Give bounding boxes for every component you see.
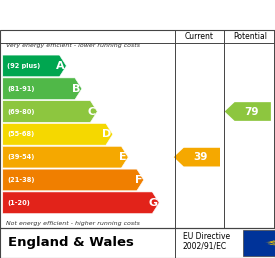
Polygon shape — [272, 239, 275, 241]
Text: Energy Efficiency Rating: Energy Efficiency Rating — [8, 8, 199, 22]
Text: B: B — [72, 84, 81, 94]
Text: England & Wales: England & Wales — [8, 236, 134, 249]
Text: (69-80): (69-80) — [7, 109, 34, 115]
Text: A: A — [56, 61, 65, 71]
Text: Current: Current — [185, 32, 214, 41]
Text: Very energy efficient - lower running costs: Very energy efficient - lower running co… — [6, 43, 139, 48]
Text: 79: 79 — [244, 107, 259, 117]
Polygon shape — [3, 101, 97, 122]
Polygon shape — [3, 192, 159, 214]
Text: D: D — [102, 129, 111, 139]
Text: C: C — [88, 107, 96, 117]
Text: (21-38): (21-38) — [7, 177, 34, 183]
Text: EU Directive
2002/91/EC: EU Directive 2002/91/EC — [183, 232, 230, 251]
Text: 39: 39 — [194, 152, 208, 162]
Polygon shape — [267, 240, 275, 242]
Polygon shape — [3, 55, 66, 77]
Polygon shape — [3, 78, 82, 100]
Bar — [243, 230, 275, 256]
Text: (55-68): (55-68) — [7, 131, 34, 137]
Polygon shape — [267, 244, 275, 245]
Polygon shape — [174, 148, 220, 166]
Text: (1-20): (1-20) — [7, 200, 30, 206]
Polygon shape — [3, 124, 113, 145]
Text: Potential: Potential — [233, 32, 267, 41]
Polygon shape — [225, 102, 271, 121]
Polygon shape — [272, 245, 275, 246]
Text: (81-91): (81-91) — [7, 86, 34, 92]
Text: (39-54): (39-54) — [7, 154, 34, 160]
Polygon shape — [3, 169, 144, 191]
Text: G: G — [149, 198, 158, 208]
Polygon shape — [265, 242, 275, 243]
Polygon shape — [3, 146, 128, 168]
Text: E: E — [119, 152, 127, 162]
Text: Not energy efficient - higher running costs: Not energy efficient - higher running co… — [6, 221, 139, 226]
Text: F: F — [135, 175, 142, 185]
Text: (92 plus): (92 plus) — [7, 63, 40, 69]
